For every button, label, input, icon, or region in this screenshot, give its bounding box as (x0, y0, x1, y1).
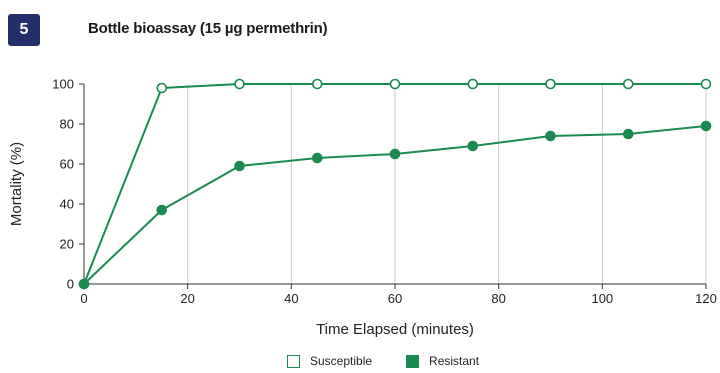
data-point-resistant-15 (156, 204, 168, 216)
data-point-susceptible-75 (467, 78, 479, 90)
y-tick-label-60: 60 (60, 157, 74, 172)
y-tick-label-40: 40 (60, 197, 74, 212)
data-point-resistant-45 (311, 152, 323, 164)
data-point-susceptible-60 (389, 78, 401, 90)
data-point-resistant-120 (700, 120, 712, 132)
x-tick-label-60: 60 (388, 291, 402, 306)
data-point-susceptible-90 (545, 78, 556, 90)
data-point-resistant-75 (467, 140, 479, 152)
x-tick-label-120: 120 (695, 291, 717, 306)
data-point-susceptible-105 (622, 78, 634, 90)
data-point-resistant-30 (234, 160, 245, 172)
data-point-resistant-105 (622, 128, 634, 140)
data-point-resistant-60 (389, 148, 401, 160)
y-tick-label-100: 100 (52, 77, 74, 92)
y-tick-label-20: 20 (60, 237, 74, 252)
legend-item-resistant: Resistant (406, 354, 479, 368)
legend-swatch-susceptible (287, 354, 300, 368)
data-point-susceptible-15 (156, 82, 168, 94)
x-tick-label-100: 100 (591, 291, 613, 306)
legend-swatch-resistant (406, 354, 420, 368)
data-point-resistant-0 (78, 278, 90, 290)
legend-item-susceptible: Susceptible (287, 354, 372, 368)
legend: Susceptible Resistant (287, 354, 513, 368)
y-axis-title: Mortality (%) (8, 142, 25, 226)
x-tick-label-80: 80 (491, 291, 505, 306)
x-tick-label-20: 20 (180, 291, 194, 306)
legend-label-resistant: Resistant (429, 354, 480, 368)
data-point-susceptible-120 (700, 78, 712, 90)
chart-title: Bottle bioassay (15 µg permethrin) (88, 20, 328, 37)
y-tick-label-80: 80 (60, 117, 74, 132)
data-point-resistant-90 (545, 130, 556, 142)
x-tick-label-0: 0 (80, 291, 87, 306)
data-point-susceptible-30 (234, 78, 245, 90)
legend-label-susceptible: Susceptible (310, 354, 373, 368)
x-axis-title: Time Elapsed (minutes) (316, 321, 474, 338)
y-tick-label-0: 0 (67, 277, 74, 292)
figure-number-badge: 5 (8, 14, 40, 46)
x-tick-label-40: 40 (284, 291, 298, 306)
data-point-susceptible-45 (311, 78, 323, 90)
